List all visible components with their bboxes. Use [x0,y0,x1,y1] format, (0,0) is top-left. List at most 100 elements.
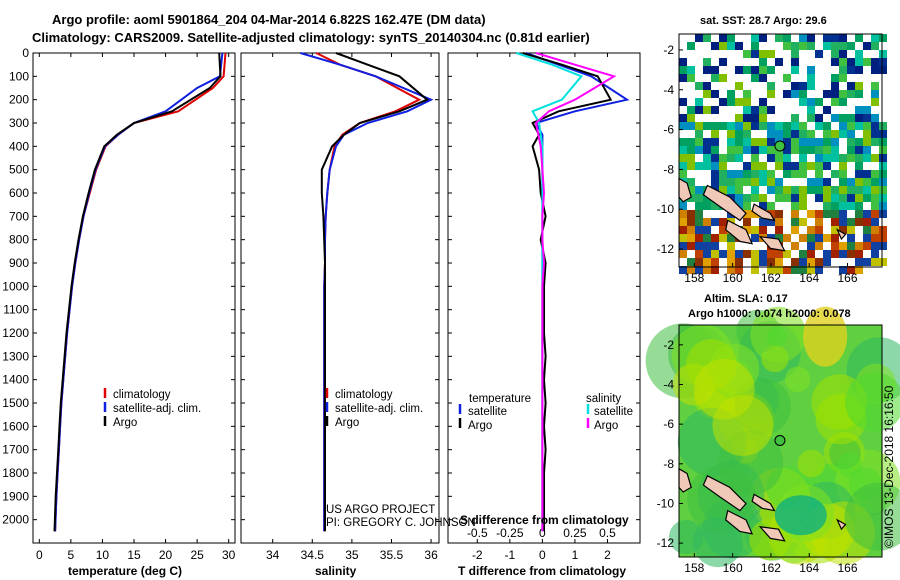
map-frame [678,33,883,268]
sst-cell [807,250,815,258]
sst-cell [719,34,727,42]
y-tick-label: 300 [9,116,29,130]
sst-cell [831,234,839,242]
sst-cell [799,42,807,50]
sst-cell [871,138,879,146]
sst-cell [775,250,783,258]
sst-cell [783,122,791,130]
sst-cell [719,98,727,106]
sst-cell [703,154,711,162]
sst-cell [879,242,887,250]
sst-cell [687,74,695,82]
sst-cell [679,170,687,178]
x-tick-label: 0 [36,548,43,562]
sst-cell [831,226,839,234]
sst-cell [831,114,839,122]
sst-cell [855,66,863,74]
sst-cell [767,106,775,114]
sst-cell [735,114,743,122]
sst-cell [783,154,791,162]
sst-cell [703,122,711,130]
sst-cell [847,266,855,274]
sst-cell [815,146,823,154]
sst-cell [807,146,815,154]
sst-cell [791,114,799,122]
sst-cell [791,42,799,50]
sst-cell [871,186,879,194]
sla-map-subtitle: Argo h1000: 0.074 h2000: 0.078 [688,308,851,320]
sst-cell [855,34,863,42]
sst-cell [751,162,759,170]
sst-cell [695,242,703,250]
x-tick-label: 5 [68,548,75,562]
sst-cell [759,138,767,146]
sst-cell [823,90,831,98]
float-marker [774,434,786,446]
sst-cell [863,170,871,178]
sst-cell [783,90,791,98]
sst-cell [807,178,815,186]
sst-cell [847,250,855,258]
sst-cell [687,66,695,74]
sst-cell [863,106,871,114]
sst-cell [839,66,847,74]
sst-cell [799,250,807,258]
sst-cell [879,34,887,42]
island [725,509,754,535]
sst-cell [863,130,871,138]
sst-cell [775,130,783,138]
sst-cell [679,250,687,258]
sst-cell [879,146,887,154]
y-tick-label: 600 [9,186,29,200]
sst-cell [791,122,799,130]
sst-cell [783,234,791,242]
sst-cell [727,178,735,186]
sst-cell [855,242,863,250]
sst-cell [759,218,767,226]
sst-cell [807,66,815,74]
temperature-panel: 0100200300400500600700800900100011001200… [2,46,235,562]
sst-cell [735,258,743,266]
sst-cell [775,234,783,242]
sst-cell [847,186,855,194]
sst-cell [735,194,743,202]
sst-cell [751,226,759,234]
sst-cell [751,146,759,154]
legend-title: temperature [469,393,531,405]
sst-cell [815,162,823,170]
x-tick-label: 10 [96,548,110,562]
sst-cell [727,234,735,242]
sst-cell [743,114,751,122]
sst-cell [759,74,767,82]
sst-cell [735,82,743,90]
sst-cell [735,186,743,194]
sst-cell [863,194,871,202]
sst-cell [711,130,719,138]
sst-cell [751,50,759,58]
sst-cell [839,58,847,66]
sst-cell [855,122,863,130]
sst-cell [815,242,823,250]
sst-cell [703,138,711,146]
sst-cell [775,58,783,66]
sst-cell [687,218,695,226]
sst-cell [759,202,767,210]
sst-cell [879,258,887,266]
sst-cell [775,210,783,218]
sst-cell [831,42,839,50]
island [836,228,847,241]
sst-cell [799,218,807,226]
sst-cell [751,154,759,162]
y-tick-label: -12 [657,242,675,256]
sst-cell [711,162,719,170]
island [836,518,847,531]
sst-cell [727,130,735,138]
sst-cell [807,130,815,138]
sst-cell [727,98,735,106]
legend-label: Argo [594,420,618,432]
y-tick-label: 1700 [2,443,29,457]
sst-cell [863,242,871,250]
sst-cell [751,42,759,50]
island [758,235,786,252]
sla-blob [668,519,704,555]
